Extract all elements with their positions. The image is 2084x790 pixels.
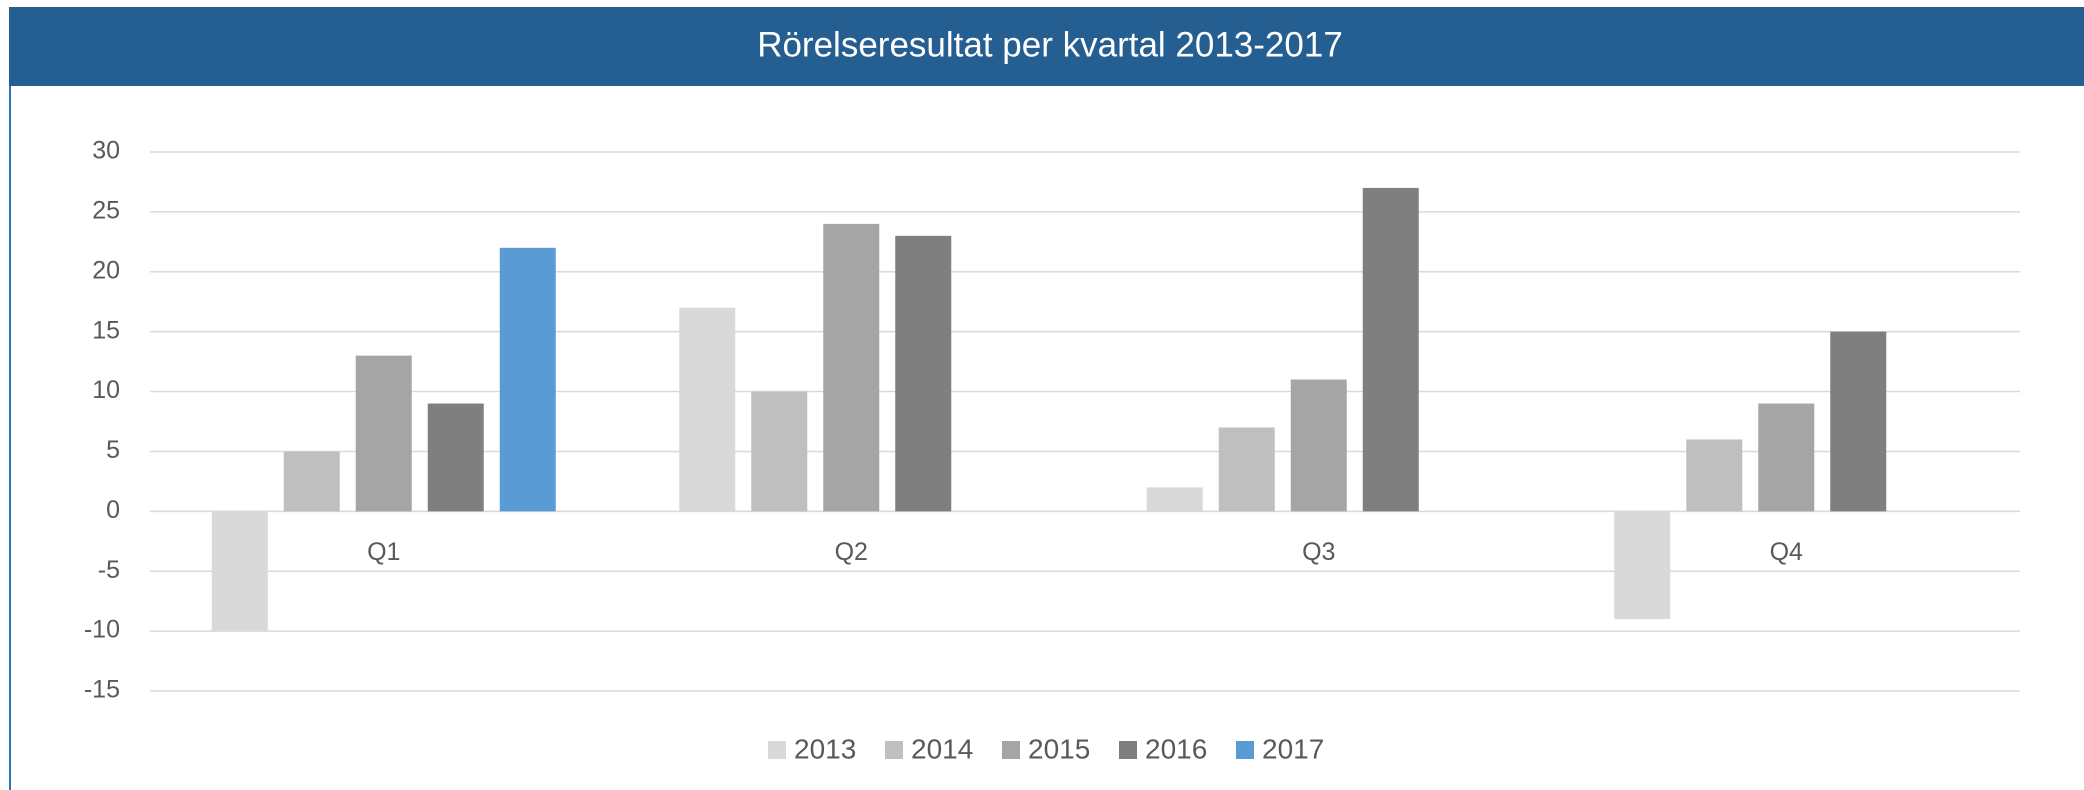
x-tick-label: Q1 (367, 538, 400, 566)
legend-label: 2016 (1145, 733, 1207, 764)
x-tick-label: Q4 (1770, 538, 1803, 566)
y-tick-label: 15 (92, 316, 120, 344)
chart-title: Rörelseresultat per kvartal 2013-2017 (757, 25, 1343, 64)
bar (679, 307, 736, 512)
bar (1686, 439, 1743, 512)
y-tick-label: 25 (92, 196, 120, 224)
legend-swatch (768, 741, 786, 759)
y-tick-label: 30 (92, 137, 120, 165)
bar (1146, 487, 1203, 512)
x-tick-label: Q3 (1302, 538, 1335, 566)
y-tick-label: 0 (106, 496, 120, 524)
legend-label: 2017 (1262, 733, 1324, 764)
y-tick-label: -10 (84, 616, 120, 644)
bar (1830, 331, 1887, 512)
legend-swatch (1119, 741, 1137, 759)
bar (1290, 379, 1347, 512)
bar (1362, 187, 1419, 512)
bar (499, 247, 556, 512)
bar (283, 451, 340, 512)
header-bar (9, 7, 2084, 86)
legend-label: 2014 (911, 733, 973, 764)
legend-label: 2015 (1028, 733, 1090, 764)
legend-label: 2013 (794, 733, 856, 764)
y-tick-label: 20 (92, 256, 120, 284)
bar (823, 223, 880, 512)
y-tick-label: -5 (98, 556, 120, 584)
legend-swatch (1002, 741, 1020, 759)
bar (211, 511, 268, 632)
y-tick-label: 5 (106, 436, 120, 464)
bar (1218, 427, 1275, 512)
legend-swatch (1236, 741, 1254, 759)
legend-swatch (885, 741, 903, 759)
bar (895, 235, 952, 512)
bar (1614, 511, 1671, 620)
bar (751, 391, 808, 512)
bar (355, 355, 412, 512)
y-tick-label: -15 (84, 676, 120, 704)
bar (1758, 403, 1815, 512)
x-tick-label: Q2 (835, 538, 868, 566)
bar (427, 403, 484, 512)
y-tick-label: 10 (92, 376, 120, 404)
